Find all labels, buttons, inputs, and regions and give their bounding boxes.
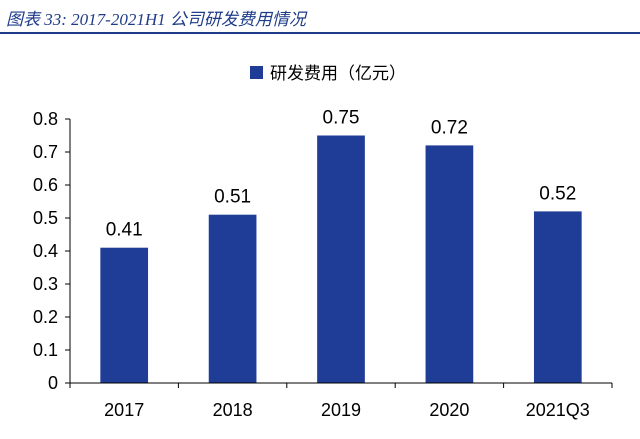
y-tick-label: 0.2 <box>33 307 58 327</box>
data-label: 0.41 <box>106 220 143 241</box>
x-axis: 2017 2018 2019 2020 2021Q3 <box>69 382 613 420</box>
legend: 研发费用（亿元） <box>250 64 406 83</box>
bar-2021Q3 <box>533 211 582 383</box>
figure-title: 图表 33: 2017-2021H1 公司研发费用情况 <box>6 10 306 29</box>
y-tick-label: 0.3 <box>33 274 58 294</box>
legend-label: 研发费用（亿元） <box>270 64 406 83</box>
y-tick-label: 0.1 <box>33 340 58 360</box>
x-tick-label: 2017 <box>104 400 144 420</box>
legend-swatch <box>250 66 263 79</box>
y-tick-label: 0.5 <box>33 208 58 228</box>
bar-2017 <box>100 247 149 383</box>
y-tick-label: 0.8 <box>33 109 58 129</box>
data-label: 0.51 <box>214 187 251 208</box>
y-tick-label: 0 <box>48 373 58 393</box>
data-label: 0.72 <box>431 117 468 138</box>
x-tick-label: 2019 <box>321 400 361 420</box>
data-label: 0.52 <box>539 183 576 204</box>
title-rule <box>0 32 640 34</box>
bar-2020 <box>425 145 474 383</box>
bar-2019 <box>317 135 365 383</box>
y-tick-label: 0.6 <box>33 175 58 195</box>
bars: 0.41 0.51 0.75 0.72 0.52 <box>100 108 582 383</box>
data-label: 0.75 <box>323 108 360 129</box>
x-tick-label: 2021Q3 <box>526 400 590 420</box>
y-tick-label: 0.4 <box>33 241 58 261</box>
y-axis: 0 0.1 0.2 0.3 0.4 0.5 0.6 0.7 0.8 <box>33 109 71 393</box>
x-tick-label: 2020 <box>429 400 469 420</box>
y-tick-label: 0.7 <box>33 142 58 162</box>
x-tick-label: 2018 <box>213 400 253 420</box>
bar-2018 <box>208 214 257 383</box>
